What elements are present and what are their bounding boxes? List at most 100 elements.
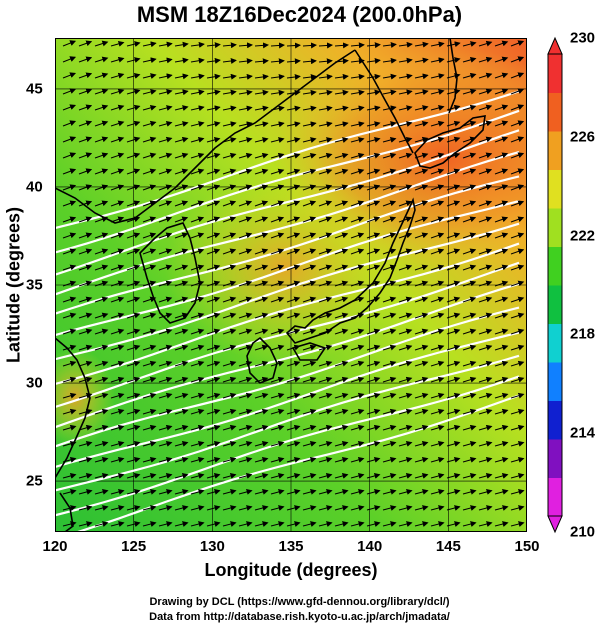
wind-vector (238, 280, 253, 287)
wind-vector (318, 73, 333, 80)
wind-vector (142, 440, 157, 447)
wind-vector (382, 312, 397, 319)
wind-vector (78, 312, 93, 319)
wind-vector (174, 200, 189, 207)
temperature-map (55, 38, 527, 532)
wind-vector (478, 360, 493, 367)
wind-vector (286, 392, 301, 399)
wind-vector (510, 344, 525, 351)
wind-vector (174, 280, 189, 287)
wind-vector (158, 489, 173, 495)
wind-vector (142, 312, 157, 319)
wind-vector (254, 232, 269, 239)
wind-vector (78, 216, 93, 223)
wind-vector (126, 232, 141, 239)
wind-vector (382, 280, 397, 287)
wind-vector (398, 73, 413, 80)
wind-vector (206, 440, 221, 447)
wind-vector (302, 74, 317, 80)
wind-vector (126, 41, 141, 48)
wind-vector (318, 521, 333, 527)
wind-vector (62, 489, 77, 495)
wind-vector (302, 456, 317, 463)
wind-vector (62, 392, 77, 399)
coastline-japan-honshu (285, 197, 416, 344)
wind-vector (494, 344, 509, 351)
wind-vector (318, 216, 333, 223)
colorbar-tick-label: 230 (570, 29, 596, 47)
wind-vector (78, 40, 93, 47)
wind-vector (158, 216, 173, 223)
wind-vector (510, 248, 525, 255)
wind-vector (462, 296, 477, 303)
wind-vector (174, 136, 189, 143)
wind-vector (446, 456, 461, 463)
wind-vector (414, 392, 429, 399)
wind-vector (94, 328, 109, 335)
wind-vector (366, 264, 381, 271)
wind-vector (158, 440, 173, 447)
wind-vector (110, 440, 125, 447)
wind-vector (350, 312, 365, 319)
wind-vector (302, 328, 317, 335)
wind-vector (302, 264, 317, 271)
wind-vector (238, 152, 253, 159)
wind-vector (414, 264, 429, 271)
wind-vector (94, 72, 109, 79)
wind-vector (190, 392, 205, 399)
wind-vector (78, 344, 93, 351)
wind-vector (94, 456, 109, 463)
wind-vector (62, 473, 77, 479)
graticule (55, 38, 527, 532)
wind-vector (366, 456, 381, 463)
wind-vector (222, 440, 237, 447)
wind-vector (110, 56, 125, 63)
map-plot-area[interactable] (55, 38, 527, 532)
wind-vector (478, 344, 493, 351)
wind-vector (414, 408, 429, 415)
wind-vector (190, 89, 205, 96)
wind-vector (382, 392, 397, 399)
wind-vector (302, 473, 317, 479)
wind-vector (126, 73, 141, 79)
wind-vector (478, 473, 493, 479)
wind-vector (190, 121, 205, 127)
wind-vector (270, 360, 285, 367)
wind-vector (302, 200, 317, 207)
wind-vector (270, 264, 285, 271)
wind-vector (254, 440, 269, 447)
wind-vector (222, 58, 237, 64)
wind-vector (206, 168, 221, 175)
wind-vector (398, 248, 413, 255)
wind-vector (158, 344, 173, 351)
wind-vector (270, 296, 285, 303)
wind-vector (126, 280, 141, 287)
wind-vector (318, 473, 333, 479)
wind-vector (270, 376, 285, 383)
wind-vector (62, 456, 77, 463)
wind-vector (350, 408, 365, 415)
wind-vector (158, 521, 173, 527)
wind-vector (382, 200, 397, 207)
wind-vector (142, 104, 157, 111)
wind-vector (334, 184, 349, 191)
wind-vector (318, 408, 333, 415)
wind-vector (462, 152, 477, 159)
wind-vector (110, 168, 125, 175)
wind-vector (126, 392, 141, 399)
wind-vector (222, 216, 237, 223)
wind-vector (446, 473, 461, 479)
wind-vector (318, 137, 333, 143)
wind-vector (398, 296, 413, 303)
colorbar-segment (548, 131, 562, 170)
wind-vector (478, 120, 493, 127)
wind-vector (446, 312, 461, 319)
wind-vector (62, 296, 77, 303)
wind-vector (382, 137, 397, 143)
wind-vector (126, 505, 141, 511)
wind-vector (222, 200, 237, 207)
wind-vector (62, 216, 77, 223)
colorbar-segment (548, 439, 562, 478)
wind-vector (270, 42, 285, 49)
wind-vector (430, 264, 445, 271)
